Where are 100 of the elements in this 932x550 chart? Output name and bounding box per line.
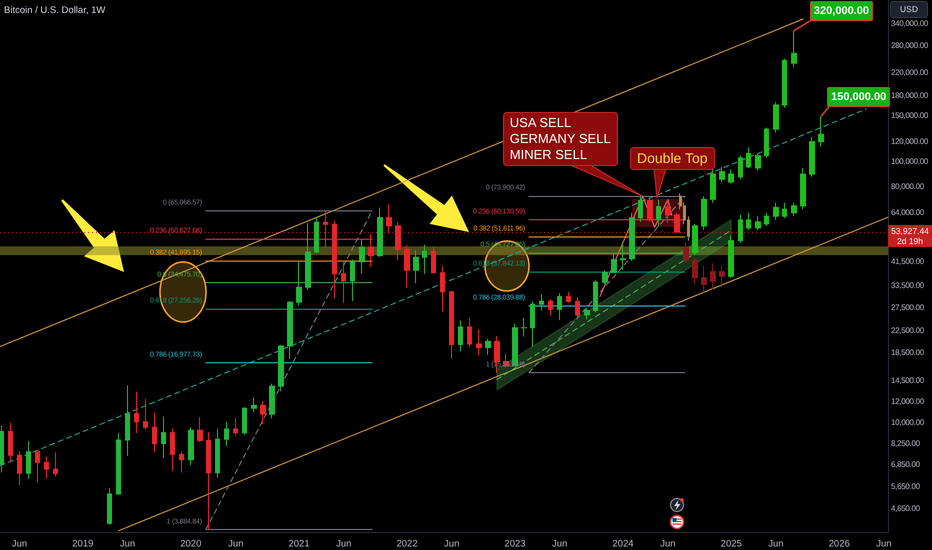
candlestick — [386, 204, 392, 234]
candlestick — [593, 280, 598, 313]
x-tick-label: Jun — [768, 538, 784, 550]
candlestick — [332, 220, 337, 299]
candlestick — [269, 383, 275, 419]
line-series — [599, 196, 672, 298]
candlestick — [161, 416, 166, 459]
candlestick — [710, 168, 716, 204]
x-tick-label: Jun — [552, 538, 568, 550]
candlestick — [152, 412, 157, 453]
candlestick — [557, 292, 562, 321]
candlestick — [629, 212, 635, 262]
candlestick — [224, 421, 229, 447]
candlestick — [782, 58, 787, 108]
x-tick-label: 2025 — [720, 538, 742, 550]
y-tick-label: 280,000.00 — [891, 40, 928, 51]
candlestick — [197, 416, 203, 442]
y-tick-label: 4,650.00 — [891, 504, 920, 514]
candlestick — [530, 300, 535, 348]
candlestick — [467, 318, 472, 348]
candlestick — [305, 222, 311, 291]
candlestick — [296, 260, 302, 306]
text: Bitcoin / U.S. Dollar, 1W — [4, 5, 106, 16]
x-tick-label: 2024 — [612, 538, 634, 550]
candlestick — [575, 297, 580, 318]
candlestick — [764, 212, 769, 226]
candlestick — [53, 452, 58, 478]
candlestick — [791, 30, 797, 68]
candlestick — [539, 294, 544, 312]
x-tick-label: Jun — [336, 538, 352, 550]
candlestick — [485, 338, 491, 356]
candlestick — [764, 126, 769, 158]
y-tick-label: 100,000.00 — [891, 157, 928, 168]
candlestick — [251, 397, 257, 413]
candlestick — [440, 265, 445, 312]
candlestick — [107, 488, 112, 526]
candlestick — [738, 214, 743, 244]
x-tick-label: 2026 — [828, 538, 850, 550]
candlestick — [17, 450, 22, 486]
candlestick — [125, 385, 130, 456]
annotation: 150,000.00 — [827, 87, 890, 108]
y-tick-label: 180,000.00 — [891, 90, 928, 101]
candlestick — [701, 196, 707, 230]
y-tick-label: 220,000.00 — [891, 68, 928, 78]
x-tick-label: 2020 — [180, 538, 202, 550]
candlestick — [449, 290, 454, 360]
candlestick — [566, 291, 571, 304]
candlestick — [0, 424, 4, 474]
candlestick — [791, 202, 797, 217]
candlestick — [548, 298, 553, 316]
candlestick — [179, 450, 184, 474]
candlestick — [314, 216, 319, 254]
candlestick — [521, 317, 527, 338]
candlestick — [683, 242, 689, 264]
candlestick — [728, 236, 734, 278]
y-tick-label: 6,850.00 — [891, 460, 920, 470]
x-tick-label: Jun — [876, 538, 892, 550]
y-tick-label: 120,000.00 — [891, 136, 928, 147]
candlestick — [692, 223, 698, 256]
candlestick — [728, 168, 734, 184]
y-tick-label: 14,500.00 — [891, 376, 924, 386]
candlestick — [458, 320, 463, 352]
y-tick-label: 64,000.00 — [891, 208, 924, 218]
y-tick-label: 80,000.00 — [891, 182, 924, 192]
x-tick-label: 2022 — [396, 538, 418, 550]
candlestick — [233, 418, 238, 436]
candlestick — [476, 328, 482, 356]
candlestick — [143, 398, 148, 430]
candlestick — [710, 262, 716, 290]
candlestick — [404, 244, 410, 288]
candlestick — [773, 102, 779, 134]
candlestick — [35, 450, 40, 484]
candlestick — [647, 198, 653, 222]
x-tick-label: Jun — [660, 538, 676, 550]
y-tick-label: 22,500.00 — [891, 326, 924, 336]
candlestick — [44, 456, 49, 479]
candlestick — [8, 422, 13, 463]
candlestick — [287, 300, 293, 360]
x-tick-label: Jun — [444, 538, 460, 550]
y-tick-label: 27,500.00 — [891, 303, 924, 314]
candlestick — [719, 166, 725, 182]
candlestick — [674, 212, 680, 234]
x-tick-label: Jun — [120, 538, 136, 550]
candlestick — [800, 168, 806, 210]
candlestick — [701, 265, 707, 294]
x-tick-label: Jun — [228, 538, 244, 550]
y-tick-label: 5,650.00 — [891, 482, 920, 492]
ref-line-label: 53,927.44 2d 19h — [888, 225, 932, 248]
candlestick — [665, 198, 671, 224]
candlestick — [134, 391, 139, 434]
candlestick — [260, 400, 266, 424]
candlestick — [278, 344, 284, 392]
candlestick — [746, 212, 751, 230]
candlestick — [809, 136, 815, 178]
candlestick — [377, 207, 383, 258]
annotation: Double Top — [630, 146, 715, 170]
candlestick — [170, 428, 175, 472]
annotation: USA SELL GERMANY SELL MINER SELL — [502, 112, 618, 166]
candlestick — [638, 196, 643, 222]
candlestick — [782, 202, 787, 219]
